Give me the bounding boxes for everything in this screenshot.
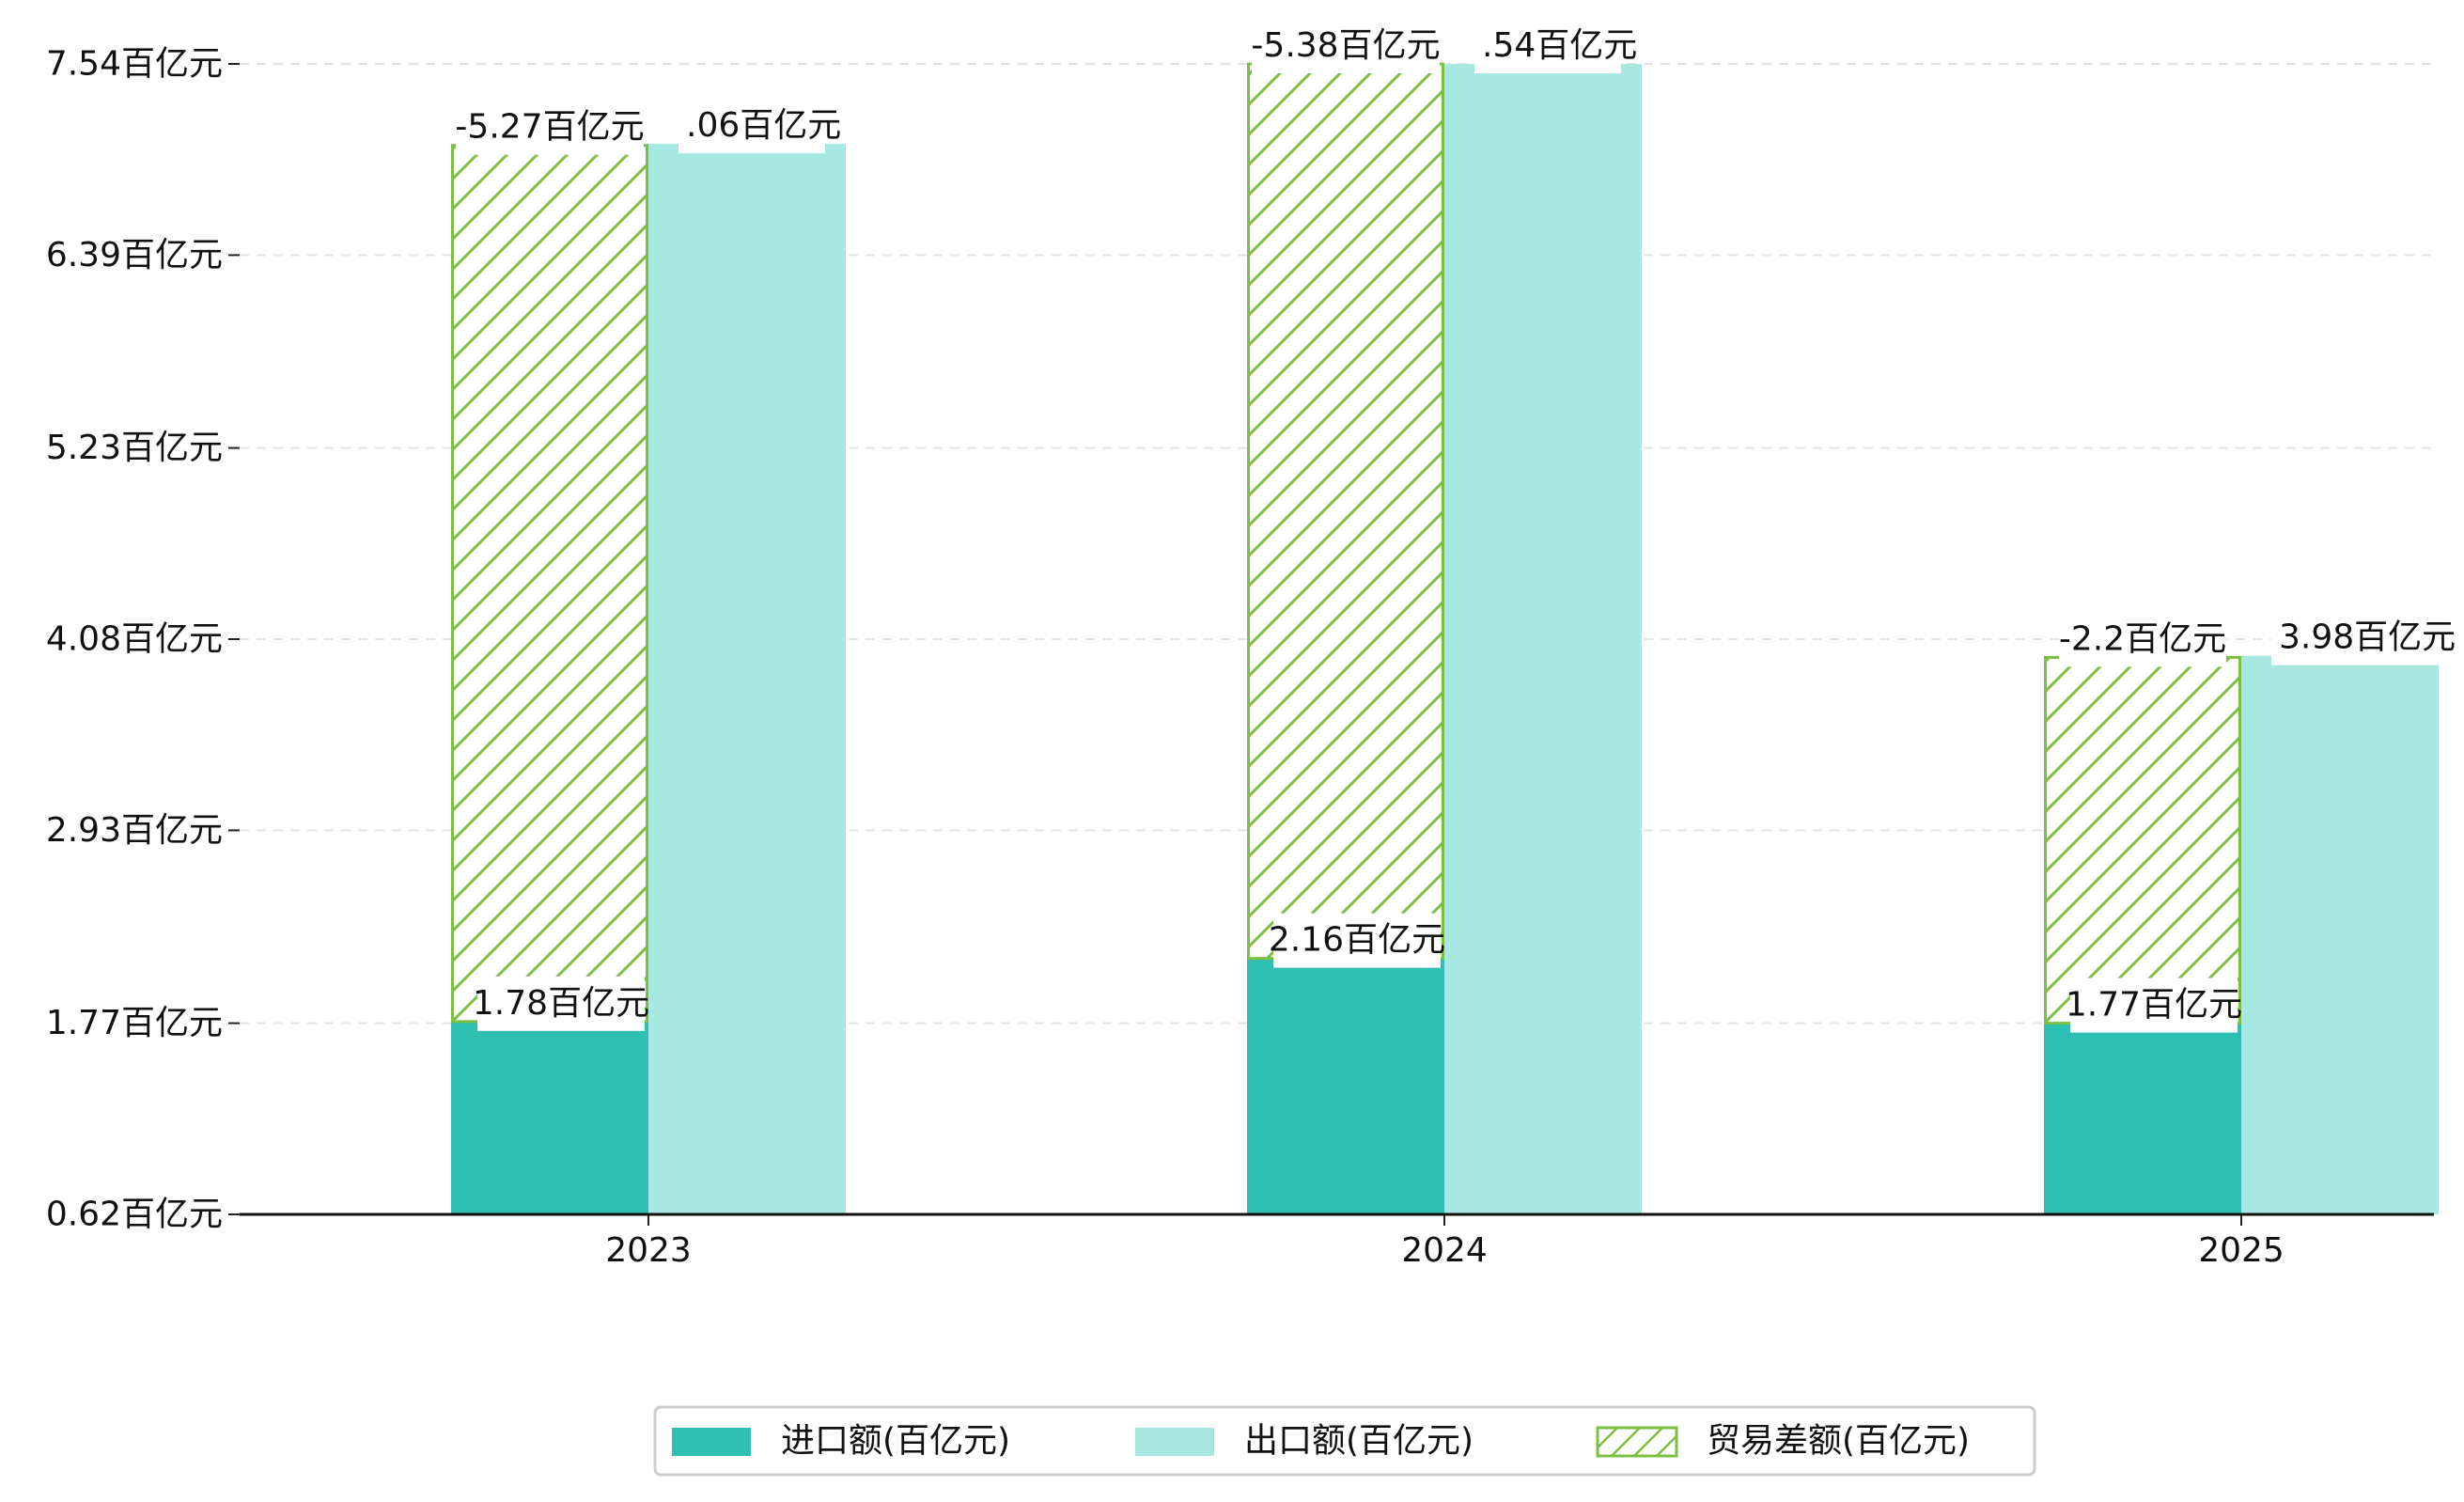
legend-swatch [1596, 1426, 1678, 1458]
y-tick-label: 2.93百亿元 [46, 811, 223, 850]
data-label: -2.2百亿元 [2059, 619, 2226, 658]
data-label: 2.16百亿元 [1269, 921, 1445, 960]
data-labels: -5.27百亿元 1.78百亿元 .06百亿元 -5.38百亿元 2.16百亿元 .54百… [455, 19, 2456, 1033]
x-tick-label: 2024 [1401, 1231, 1488, 1270]
bars [451, 62, 2439, 1214]
legend-label: 进口额(百亿元) [781, 1422, 1010, 1461]
y-tick-label: 1.77百亿元 [46, 1004, 223, 1042]
data-label: -5.38百亿元 [1251, 26, 1440, 65]
legend-box [653, 1405, 2036, 1477]
data-label-bg [1474, 19, 1621, 73]
export-bar [1444, 64, 1642, 1214]
data-label-bg [477, 976, 645, 1031]
x-tick-label: 2023 [605, 1231, 692, 1270]
axes: 0.62百亿元 1.77百亿元 2.93百亿元 4.08百亿元 5.23百亿元 6.39百… [46, 45, 2434, 1270]
export-bar [648, 143, 846, 1214]
export-bar [2241, 655, 2439, 1214]
data-label-bg [1273, 913, 1441, 968]
y-tick-label: 4.08百亿元 [46, 620, 223, 659]
legend-label: 出口额(百亿元) [1244, 1422, 1474, 1461]
data-label-bg [2070, 978, 2238, 1033]
legend-label: 贸易差额(百亿元) [1707, 1422, 1970, 1461]
data-label-bg [2271, 610, 2439, 665]
data-label-bg [456, 100, 644, 155]
y-tick-label: 0.62百亿元 [46, 1196, 223, 1234]
legend: 进口额(百亿元) 出口额(百亿元) 贸易差额(百亿元) [653, 1405, 2036, 1477]
legend-swatch [672, 1428, 751, 1456]
y-tick-label: 6.39百亿元 [46, 236, 223, 274]
x-tick-label: 2025 [2198, 1231, 2285, 1270]
import-bar [451, 1021, 648, 1214]
import-bar [2044, 1023, 2241, 1214]
data-label: .54百亿元 [1482, 26, 1637, 65]
data-label: -5.27百亿元 [455, 108, 644, 147]
data-label-bg [2059, 612, 2226, 667]
import-bar [1247, 958, 1444, 1214]
data-label: 1.78百亿元 [473, 984, 649, 1023]
y-tick-label: 5.23百亿元 [46, 429, 223, 467]
data-label: 1.77百亿元 [2066, 986, 2242, 1025]
legend-swatch [1135, 1428, 1214, 1456]
y-tick-label: 7.54百亿元 [46, 45, 223, 84]
data-label: 3.98百亿元 [2279, 618, 2456, 657]
data-label-bg [678, 98, 825, 153]
data-label: .06百亿元 [686, 106, 841, 145]
data-label-bg [1252, 19, 1440, 73]
trade-balance-bar [1247, 62, 1444, 961]
trade-balance-bar [2044, 655, 2241, 1025]
trade-balance-bar [451, 144, 648, 1024]
